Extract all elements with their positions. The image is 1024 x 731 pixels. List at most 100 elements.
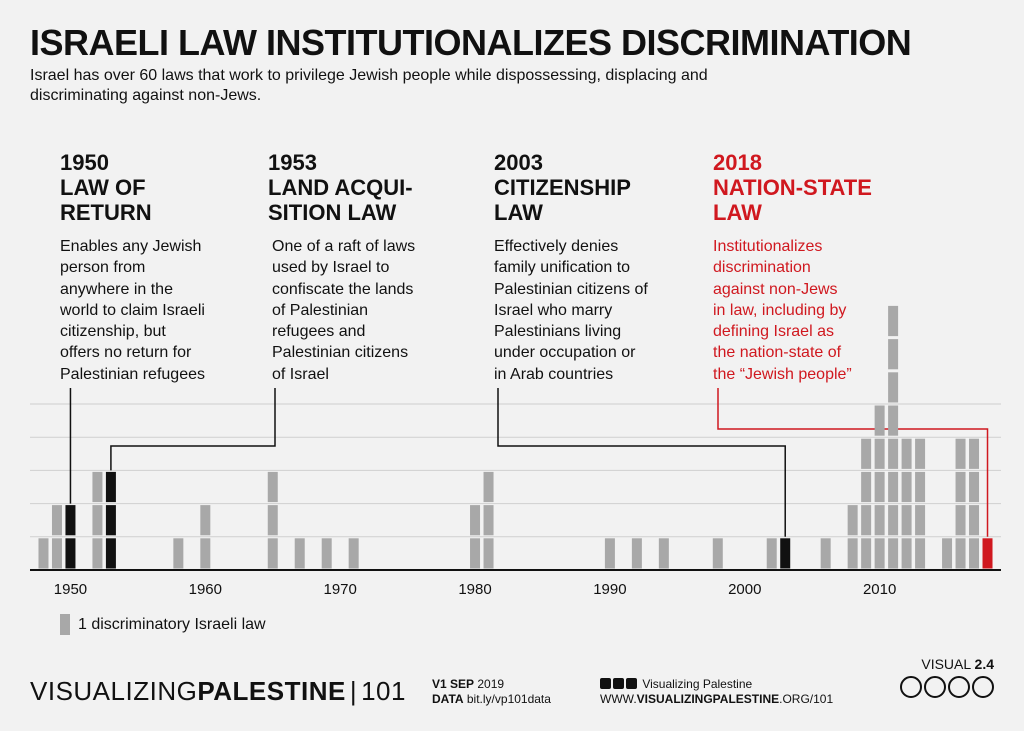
bar-block-2013: [915, 538, 926, 569]
leader-line: [497, 388, 786, 537]
event-description: Effectively denies family unification to P…: [494, 238, 648, 383]
event-1953: 1953 LAND ACQUI- SITION LAW One of a raft …: [268, 150, 415, 385]
event-description: Institutionalizes discrimination against n…: [713, 238, 852, 383]
bar-block-2003: [780, 538, 791, 569]
nc-icon: [948, 676, 970, 698]
legend-label: 1 discriminatory Israeli law: [78, 615, 266, 633]
bar-block-2012: [901, 471, 912, 503]
bar-block-1981: [483, 505, 494, 536]
bar-block-1958: [173, 538, 184, 569]
bar-block-2009: [861, 538, 872, 569]
x-tick-label: 1980: [458, 581, 491, 598]
bar-block-1953: [105, 538, 116, 569]
data-link[interactable]: bit.ly/vp101data: [463, 692, 551, 706]
bar-block-1949: [51, 538, 62, 569]
bar-block-2012: [901, 438, 912, 469]
bar-block-2011: [888, 372, 899, 403]
bar-block-1953: [105, 471, 116, 503]
page-title: ISRAELI LAW INSTITUTIONALIZES DISCRIMINA…: [30, 22, 912, 63]
website-link[interactable]: WWW.VISUALIZINGPALESTINE.ORG/101: [600, 692, 834, 706]
event-2003: 2003 CITIZENSHIP LAW Effectively denies fam…: [494, 150, 648, 385]
bar-block-2009: [861, 505, 872, 536]
bar-block-2011: [888, 538, 899, 569]
bar-block-1965: [267, 471, 278, 503]
bar-block-2013: [915, 438, 926, 469]
cc-icon: [900, 676, 922, 698]
bar-block-2017: [969, 438, 980, 469]
bar-block-2011: [888, 438, 899, 469]
bar-block-2011: [888, 405, 899, 436]
x-tick-label: 2000: [728, 581, 761, 598]
legend-swatch: [60, 614, 70, 635]
law-timeline-chart: 1950 1960 1970 1980 1990 2000 2010: [30, 305, 1001, 598]
bar-block-2012: [901, 505, 912, 536]
event-1950: 1950 LAW OF RETURN Enables any Jewish perso…: [60, 150, 205, 385]
event-heading: 2003 CITIZENSHIP LAW: [494, 150, 631, 225]
bar-block-2012: [901, 538, 912, 569]
bar-block-1998: [712, 538, 723, 569]
page-subtitle: Israel has over 60 laws that work to pri…: [30, 67, 708, 104]
event-description: Enables any Jewish person from anywhere in…: [60, 238, 205, 383]
bar-block-2015: [942, 538, 953, 569]
bar-block-1994: [658, 538, 669, 569]
bar-block-1969: [321, 538, 332, 569]
bar-block-2010: [874, 505, 885, 536]
x-tick-label: 1970: [323, 581, 356, 598]
bar-block-1992: [631, 538, 642, 569]
bar-block-2017: [969, 471, 980, 503]
bar-block-1960: [200, 538, 211, 569]
bar-block-2013: [915, 505, 926, 536]
bar-block-1965: [267, 505, 278, 536]
event-heading: 1950 LAW OF RETURN: [60, 150, 152, 225]
bar-block-2016: [955, 471, 966, 503]
legend: 1 discriminatory Israeli law: [60, 614, 266, 635]
brand-logo: VISUALIZINGPALESTINE | 101: [30, 676, 406, 706]
bar-block-1948: [38, 538, 49, 569]
bar-block-1953: [105, 505, 116, 536]
bar-block-2018: [982, 538, 993, 569]
bar-block-2016: [955, 505, 966, 536]
bar-block-2008: [847, 538, 858, 569]
bar-block-1965: [267, 538, 278, 569]
bar-block-2011: [888, 305, 899, 337]
leader-line: [110, 388, 276, 471]
twitter-icon[interactable]: [613, 678, 624, 689]
instagram-icon[interactable]: [600, 678, 611, 689]
bar-block-1967: [294, 538, 305, 569]
bar-block-2011: [888, 339, 899, 370]
x-tick-label: 1960: [189, 581, 222, 598]
event-heading: 2018 NATION-STATE LAW: [713, 150, 872, 225]
event-description: One of a raft of laws used by Israel to co…: [272, 238, 416, 383]
by-icon: [924, 676, 946, 698]
facebook-icon[interactable]: [626, 678, 637, 689]
bar-block-2017: [969, 538, 980, 569]
bar-block-1952: [92, 505, 103, 536]
bar-block-1971: [348, 538, 359, 569]
bar-block-2013: [915, 471, 926, 503]
bar-block-1960: [200, 505, 211, 536]
bar-block-2011: [888, 471, 899, 503]
x-tick-label: 2010: [863, 581, 896, 598]
event-2018: 2018 NATION-STATE LAW Institutionalizes dis…: [713, 150, 872, 385]
bar-block-2016: [955, 538, 966, 569]
bar-block-1949: [51, 505, 62, 536]
bar-block-2009: [861, 438, 872, 469]
visual-number: VISUAL 2.4: [898, 656, 994, 701]
bar-block-2008: [847, 505, 858, 536]
bar-block-1950: [65, 505, 76, 536]
bar-block-2010: [874, 538, 885, 569]
bar-block-2009: [861, 471, 872, 503]
social-info: Visualizing Palestine WWW.VISUALIZINGPAL…: [600, 677, 834, 706]
bar-block-1952: [92, 538, 103, 569]
event-heading: 1953 LAND ACQUI- SITION LAW: [268, 150, 413, 225]
bar-block-2010: [874, 405, 885, 436]
bar-block-1980: [470, 538, 481, 569]
bar-block-2017: [969, 505, 980, 536]
bar-block-2016: [955, 438, 966, 469]
bar-block-2010: [874, 471, 885, 503]
bar-block-1952: [92, 471, 103, 503]
bar-block-1990: [604, 538, 615, 569]
bar-block-1950: [65, 538, 76, 569]
bar-block-2002: [766, 538, 777, 569]
bar-block-1981: [483, 471, 494, 503]
